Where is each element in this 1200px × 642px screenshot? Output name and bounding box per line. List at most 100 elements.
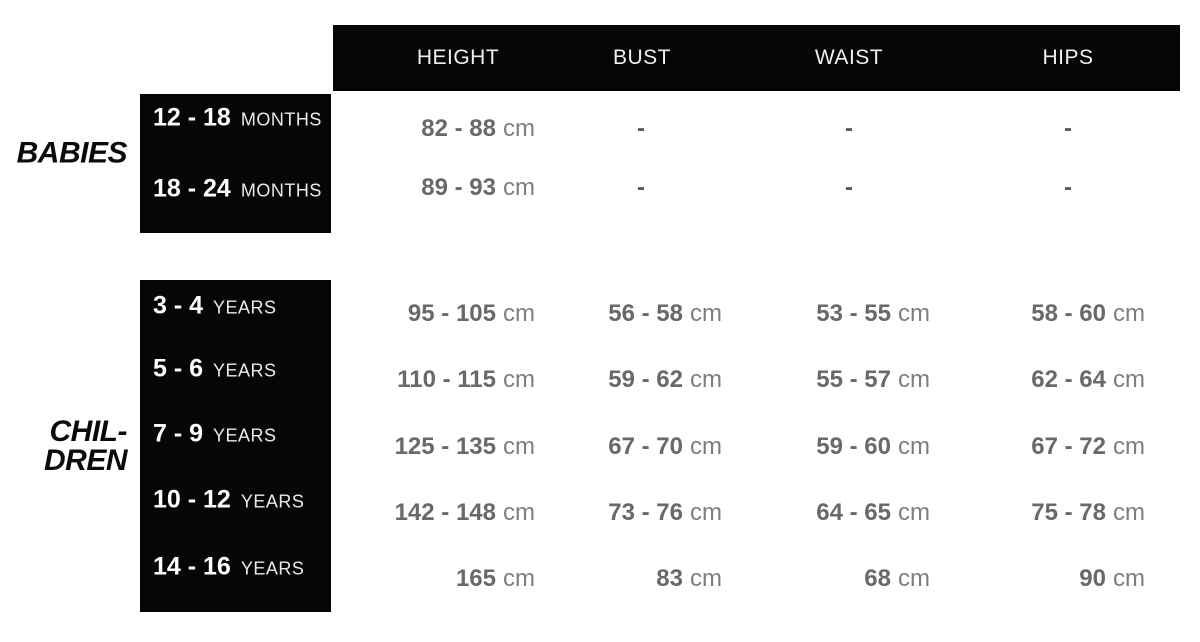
cell-children-7-9-bust: 67 - 70 cm xyxy=(608,433,722,461)
age-range: 5 - 6 xyxy=(153,354,204,383)
unit-cm: cm xyxy=(1113,565,1145,592)
group-label-babies-text: BABIES xyxy=(16,136,128,170)
unit-cm: cm xyxy=(503,366,535,393)
cell-babies-12-18-waist-empty: - xyxy=(845,115,853,142)
row-label-children-7-9-years: 7 - 9 YEARS xyxy=(153,420,277,449)
cell-babies-12-18-hips-empty: - xyxy=(1064,115,1072,142)
measurement-value: 55 - 57 xyxy=(816,366,891,393)
unit-cm: cm xyxy=(503,433,535,460)
measurement-value: 83 xyxy=(656,565,683,592)
row-label-babies-18-24-months: 18 - 24 MONTHS xyxy=(153,175,322,204)
measurement-value: 95 - 105 xyxy=(407,300,496,327)
cell-babies-18-24-height: 89 - 93 cm xyxy=(421,174,535,202)
age-range: 3 - 4 xyxy=(153,291,204,320)
measurement-value: 165 xyxy=(455,565,496,592)
cell-children-5-6-waist: 55 - 57 cm xyxy=(816,366,930,394)
unit-cm: cm xyxy=(898,300,930,327)
cell-children-7-9-height: 125 - 135 cm xyxy=(395,433,535,461)
row-label-babies-12-18-months: 12 - 18 MONTHS xyxy=(153,104,322,133)
cell-children-3-4-bust: 56 - 58 cm xyxy=(608,300,722,328)
age-unit: YEARS xyxy=(240,491,305,512)
cell-babies-18-24-waist-empty: - xyxy=(845,174,853,201)
unit-cm: cm xyxy=(1113,300,1145,327)
group-label-children-line-1: CHIL- xyxy=(49,415,128,448)
age-unit: YEARS xyxy=(213,425,277,446)
cell-children-7-9-hips: 67 - 72 cm xyxy=(1031,433,1145,461)
cell-children-10-12-hips: 75 - 78 cm xyxy=(1031,499,1145,527)
measurement-value: 67 - 72 xyxy=(1031,433,1106,460)
unit-cm: cm xyxy=(1113,433,1145,460)
cell-babies-12-18-height: 82 - 88 cm xyxy=(421,115,535,143)
cell-children-14-16-bust: 83 cm xyxy=(656,565,722,593)
cell-children-14-16-waist: 68 cm xyxy=(864,565,930,593)
babies-rows-box xyxy=(140,94,331,233)
children-rows-box xyxy=(140,280,331,612)
cell-children-3-4-hips: 58 - 60 cm xyxy=(1031,300,1145,328)
measurement-value: 53 - 55 xyxy=(816,300,891,327)
unit-cm: cm xyxy=(690,499,722,526)
group-label-children-line-2: DREN xyxy=(43,444,128,477)
cell-children-3-4-waist: 53 - 55 cm xyxy=(816,300,930,328)
unit-cm: cm xyxy=(898,433,930,460)
cell-children-5-6-hips: 62 - 64 cm xyxy=(1031,366,1145,394)
cell-children-14-16-height: 165 cm xyxy=(456,565,535,593)
unit-cm: cm xyxy=(898,499,930,526)
table-header-bar: HEIGHT BUST WAIST HIPS xyxy=(333,25,1180,91)
measurement-value: 125 - 135 xyxy=(394,433,496,460)
unit-cm: cm xyxy=(690,433,722,460)
measurement-value: 67 - 70 xyxy=(608,433,683,460)
age-range: 12 - 18 xyxy=(153,103,231,132)
unit-cm: cm xyxy=(690,565,722,592)
row-label-children-5-6-years: 5 - 6 YEARS xyxy=(153,355,277,384)
age-unit: MONTHS xyxy=(240,109,322,130)
measurement-value: 59 - 60 xyxy=(816,433,891,460)
cell-babies-12-18-bust-empty: - xyxy=(637,115,645,142)
unit-cm: cm xyxy=(503,115,535,142)
cell-children-14-16-hips: 90 cm xyxy=(1079,565,1145,593)
cell-babies-18-24-bust-empty: - xyxy=(637,174,645,201)
row-label-children-10-12-years: 10 - 12 YEARS xyxy=(153,486,304,515)
age-range: 7 - 9 xyxy=(153,419,204,448)
measurement-value: 90 xyxy=(1079,565,1106,592)
unit-cm: cm xyxy=(1113,366,1145,393)
cell-children-10-12-bust: 73 - 76 cm xyxy=(608,499,722,527)
age-unit: YEARS xyxy=(213,297,277,318)
measurement-value: 82 - 88 xyxy=(421,115,496,142)
cell-children-3-4-height: 95 - 105 cm xyxy=(408,300,535,328)
age-unit: YEARS xyxy=(213,360,277,381)
age-range: 18 - 24 xyxy=(153,174,231,203)
unit-cm: cm xyxy=(690,300,722,327)
column-header-hips: HIPS xyxy=(1042,46,1094,69)
unit-cm: cm xyxy=(503,300,535,327)
age-range: 10 - 12 xyxy=(153,485,231,514)
unit-cm: cm xyxy=(503,174,535,201)
group-label-babies: BABIES xyxy=(16,136,128,170)
measurement-value: 73 - 76 xyxy=(608,499,683,526)
measurement-value: 64 - 65 xyxy=(816,499,891,526)
column-header-waist: WAIST xyxy=(814,46,884,69)
measurement-value: 58 - 60 xyxy=(1031,300,1106,327)
unit-cm: cm xyxy=(898,366,930,393)
measurement-value: 56 - 58 xyxy=(608,300,683,327)
cell-children-10-12-height: 142 - 148 cm xyxy=(395,499,535,527)
column-header-height: HEIGHT xyxy=(416,46,500,69)
age-unit: YEARS xyxy=(240,558,305,579)
age-unit: MONTHS xyxy=(240,180,322,201)
unit-cm: cm xyxy=(503,565,535,592)
column-header-bust: BUST xyxy=(612,46,672,69)
cell-children-7-9-waist: 59 - 60 cm xyxy=(816,433,930,461)
measurement-value: 110 - 115 xyxy=(397,366,496,393)
unit-cm: cm xyxy=(690,366,722,393)
row-label-children-14-16-years: 14 - 16 YEARS xyxy=(153,553,304,582)
measurement-value: 142 - 148 xyxy=(394,499,496,526)
cell-babies-18-24-hips-empty: - xyxy=(1064,174,1072,201)
measurement-value: 62 - 64 xyxy=(1031,366,1106,393)
measurement-value: 75 - 78 xyxy=(1031,499,1106,526)
measurement-value: 89 - 93 xyxy=(421,174,496,201)
measurement-value: 68 xyxy=(864,565,891,592)
unit-cm: cm xyxy=(898,565,930,592)
unit-cm: cm xyxy=(503,499,535,526)
cell-children-5-6-height: 110 - 115 cm xyxy=(397,366,535,394)
cell-children-5-6-bust: 59 - 62 cm xyxy=(608,366,722,394)
